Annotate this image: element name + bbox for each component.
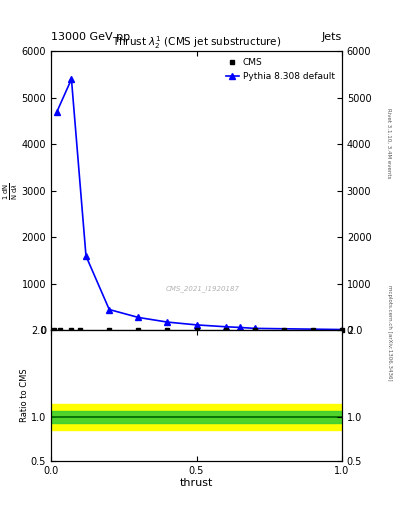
Pythia 8.308 default [107, 307, 112, 313]
CMS [107, 327, 112, 333]
Legend: CMS, Pythia 8.308 default: CMS, Pythia 8.308 default [223, 56, 338, 83]
Text: Jets: Jets [321, 32, 342, 42]
Text: 13000 GeV pp: 13000 GeV pp [51, 32, 130, 42]
Pythia 8.308 default [238, 325, 242, 331]
Pythia 8.308 default [136, 314, 141, 321]
Pythia 8.308 default [69, 76, 74, 82]
CMS [51, 327, 56, 333]
Text: mcplots.cern.ch [arXiv:1306.3436]: mcplots.cern.ch [arXiv:1306.3436] [387, 285, 391, 380]
CMS [194, 327, 199, 333]
Title: Thrust $\lambda_2^1$ (CMS jet substructure): Thrust $\lambda_2^1$ (CMS jet substructu… [112, 34, 281, 51]
Line: CMS: CMS [51, 328, 344, 333]
CMS [69, 327, 74, 333]
CMS [252, 327, 257, 333]
Pythia 8.308 default [340, 327, 344, 333]
CMS [78, 327, 83, 333]
Pythia 8.308 default [165, 319, 170, 325]
Y-axis label: Ratio to CMS: Ratio to CMS [20, 369, 29, 422]
Pythia 8.308 default [223, 324, 228, 330]
Pythia 8.308 default [55, 109, 59, 115]
Pythia 8.308 default [194, 322, 199, 328]
CMS [310, 327, 315, 333]
X-axis label: thrust: thrust [180, 478, 213, 488]
Pythia 8.308 default [84, 253, 88, 259]
CMS [223, 327, 228, 333]
Y-axis label: $\frac{1}{\mathrm{N}} \frac{\mathrm{d}\mathrm{N}}{\mathrm{d}\lambda}$: $\frac{1}{\mathrm{N}} \frac{\mathrm{d}\m… [2, 182, 20, 200]
CMS [281, 327, 286, 333]
CMS [136, 327, 141, 333]
CMS [340, 327, 344, 333]
Line: Pythia 8.308 default: Pythia 8.308 default [54, 76, 345, 332]
CMS [57, 327, 62, 333]
Pythia 8.308 default [252, 325, 257, 331]
CMS [165, 327, 170, 333]
Text: Rivet 3.1.10, 3.4M events: Rivet 3.1.10, 3.4M events [387, 108, 391, 179]
Text: CMS_2021_I1920187: CMS_2021_I1920187 [165, 285, 239, 292]
